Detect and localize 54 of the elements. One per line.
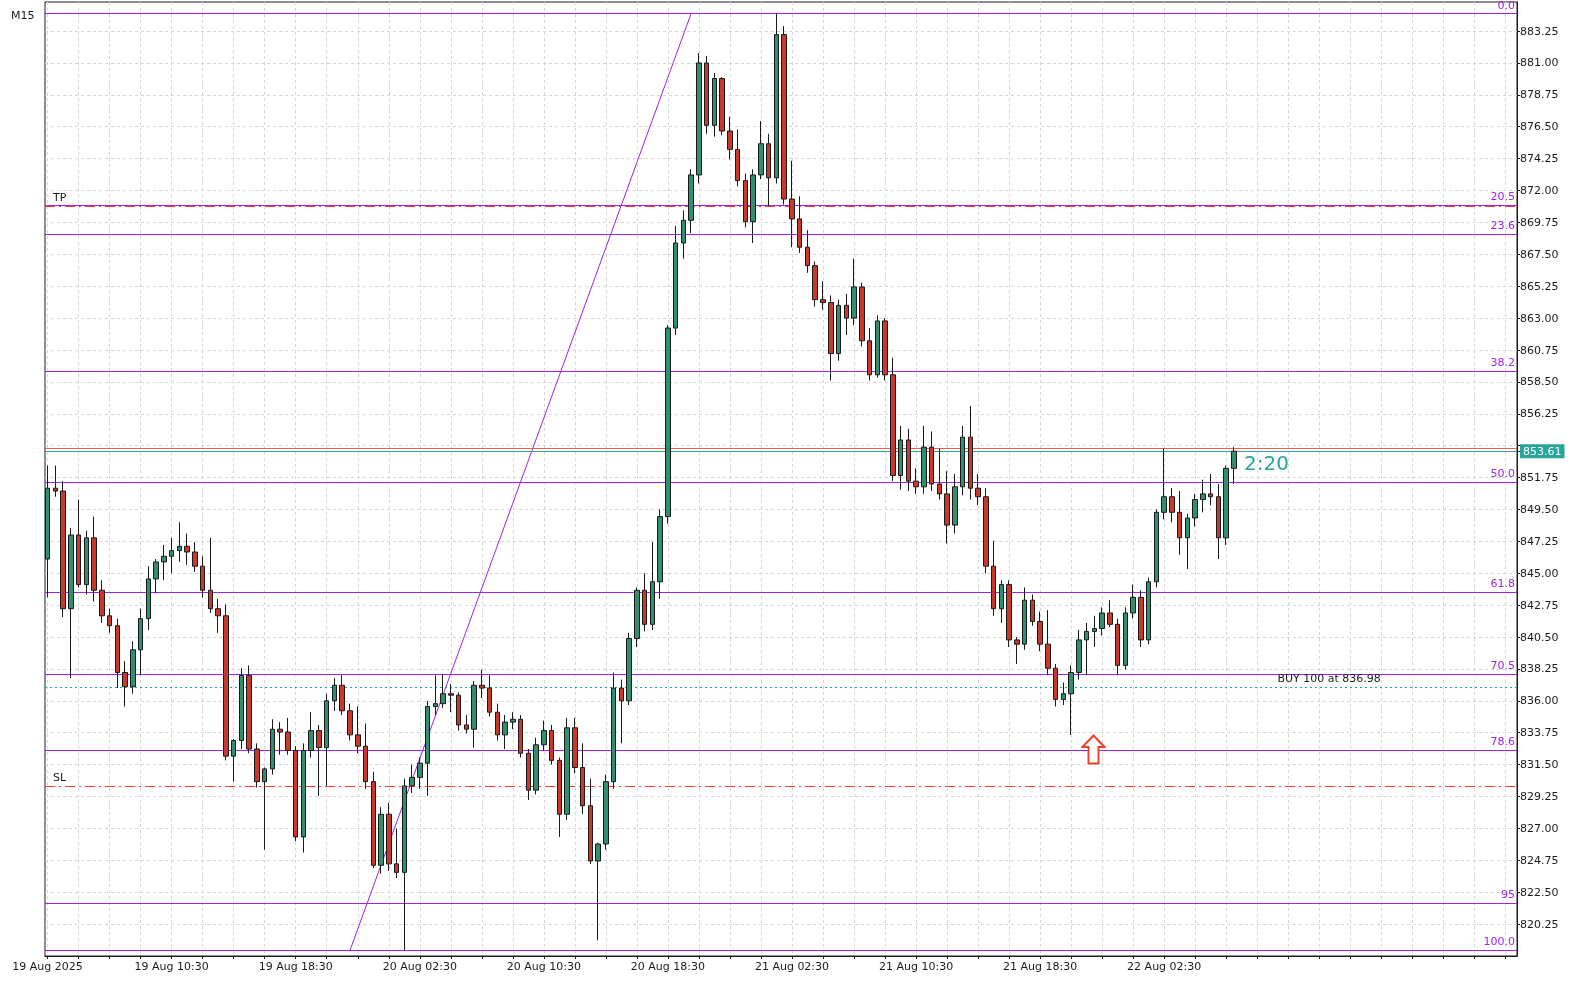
annotation: 2:20 [1243,451,1289,476]
ref-line-label: 23.6 [1490,219,1515,233]
y-tick-label: 842.75 [1520,598,1559,612]
y-tick-label: 838.25 [1520,662,1559,676]
y-tick-label: 865.25 [1520,279,1559,293]
x-tick-label: 20 Aug 10:30 [506,960,581,973]
x-tick-label: 21 Aug 02:30 [754,960,830,973]
x-tick-label: 19 Aug 10:30 [134,960,209,973]
y-tick-label: 820.25 [1520,917,1559,931]
x-tick-label: 19 Aug 18:30 [258,960,333,973]
y-tick-label: 851.75 [1520,471,1559,485]
x-tick-label: 20 Aug 18:30 [630,960,705,973]
text: M15 [11,9,35,22]
ref-line-label: 20.5 [1490,190,1515,204]
ref-line-label: 70.5 [1490,658,1515,672]
y-tick-label: 836.00 [1520,694,1559,708]
y-tick-label: 863.00 [1520,311,1559,325]
y-tick-label: 840.50 [1520,630,1559,644]
y-tick-label: 847.25 [1520,534,1559,548]
x-tick-label: 21 Aug 18:30 [1003,960,1078,973]
y-tick-label: 867.50 [1520,247,1559,261]
y-tick-label: 831.50 [1520,758,1559,772]
y-tick-label: 872.00 [1520,184,1559,198]
ref-line-label: 50.0 [1490,466,1515,480]
y-tick-label: 874.25 [1520,152,1559,166]
ref-line-label: 95 [1501,888,1515,902]
y-tick-label: 824.75 [1520,853,1559,867]
x-tick-label: 21 Aug 10:30 [878,960,954,973]
y-tick-label: 827.00 [1520,821,1559,835]
y-tick-label: 856.25 [1520,407,1559,421]
ref-line-label: SL [53,770,67,784]
y-tick-label: 829.25 [1520,790,1559,804]
y-tick-label: 883.25 [1520,24,1559,38]
ref-line-label: 100.0 [1483,935,1515,949]
y-tick-label: 822.50 [1520,885,1559,899]
y-tick-label: 853.61 [1523,445,1562,459]
ref-line-label: 61.8 [1490,577,1515,591]
y-tick-label: 849.50 [1520,502,1559,516]
y-tick-label: 869.75 [1520,215,1559,229]
y-tick-label: 860.75 [1520,343,1559,357]
ref-line-label: BUY 100 at 836.98 [1277,671,1381,685]
x-tick-label: 22 Aug 02:30 [1127,960,1202,973]
x-tick-label: 20 Aug 02:30 [382,960,457,973]
ref-line-label: TP [52,191,67,205]
y-tick-label: 876.50 [1520,120,1559,134]
ref-line-label: 0.0 [1497,0,1515,12]
y-tick-label: 881.00 [1520,56,1559,70]
ref-line-label: 78.6 [1490,734,1515,748]
y-tick-label: 833.75 [1520,726,1559,740]
y-tick-label: 845.00 [1520,566,1559,580]
y-tick-label: 878.75 [1520,88,1559,102]
ref-line-label: 38.2 [1490,356,1515,370]
x-tick-label: 19 Aug 2025 [12,960,83,973]
y-tick-label: 858.50 [1520,375,1559,389]
